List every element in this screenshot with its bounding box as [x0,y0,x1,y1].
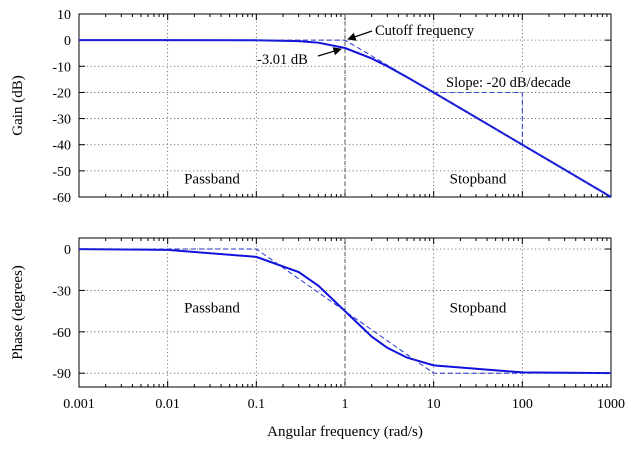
x-tick-label: 0.01 [155,397,180,412]
y-tick-label: 0 [64,34,71,49]
y-tick-label: -90 [52,367,71,382]
slope-label-bg [440,72,610,92]
response-series [78,248,612,375]
x-tick-label: 1000 [597,397,625,412]
x-tick-label: 1 [342,397,349,412]
y-tick-label: -60 [52,191,71,206]
phase-panel: 0 -30 -60 -90 Phase (degrees) 0.001 0.01 0.1 1 10… [10,237,625,440]
x-tick-label: 0.1 [248,397,266,412]
y-tick-label: -50 [52,165,71,180]
slope-triangle [433,91,523,145]
gain-panel: 10 0 -10 -20 -30 -40 -50 -60 Gain (dB) Passband St… [10,8,612,206]
slope-annotation: Slope: -20 dB/decade [446,75,571,91]
passband-label: Passband [184,171,240,187]
minus3db-annotation: -3.01 dB [257,52,308,68]
asymptote-series [79,248,611,374]
stopband-label: Stopband [450,171,507,187]
y-tick-label: 0 [64,243,71,258]
y-tick-label: -20 [52,86,71,101]
asymptote-series [79,39,612,198]
y-axis-label: Phase (degrees) [10,265,26,360]
y-tick-label: -10 [52,60,71,75]
y-tick-label: 10 [57,8,71,23]
y-axis-label: Gain (dB) [10,75,26,135]
cutoff-arrow [347,30,373,41]
minus3db-arrow [317,47,342,57]
passband-label: Passband [184,301,240,317]
cutoff-annotation: Cutoff frequency [375,23,475,39]
x-axis-label: Angular frequency (rad/s) [267,424,423,440]
y-tick-label: -40 [52,139,71,154]
y-tick-label: -30 [52,284,71,299]
y-tick-label: -60 [52,326,71,341]
stopband-label: Stopband [450,301,507,317]
x-tick-label: 10 [427,397,441,412]
x-tick-label: 100 [512,397,533,412]
x-tick-label: 0.001 [63,397,95,412]
y-tick-label: -30 [52,113,71,128]
